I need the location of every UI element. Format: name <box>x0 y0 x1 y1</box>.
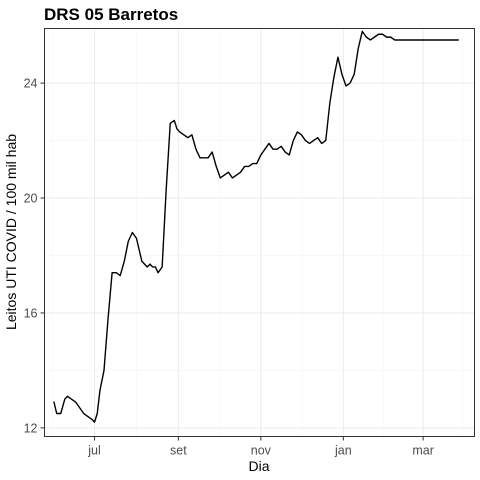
plot-panel <box>44 28 475 437</box>
chart-title: DRS 05 Barretos <box>44 5 178 24</box>
y-tick-label: 20 <box>24 192 38 206</box>
y-tick-label: 16 <box>24 306 38 320</box>
series-layer <box>53 30 459 423</box>
x-axis: jul set nov jan mar <box>87 436 434 458</box>
x-tick-label: jul <box>87 444 101 458</box>
x-tick-label: set <box>170 444 187 458</box>
y-tick-label: 12 <box>24 421 38 435</box>
y-tick-label: 24 <box>24 77 38 91</box>
y-axis: 12 16 20 24 <box>24 77 45 435</box>
series-line <box>53 30 459 423</box>
x-tick-label: jan <box>334 444 352 458</box>
x-tick-label: mar <box>412 444 434 458</box>
x-tick-label: nov <box>251 444 272 458</box>
y-axis-title: Leitos UTI COVID / 100 mil hab <box>3 134 19 330</box>
grid <box>44 28 475 437</box>
x-axis-title: Dia <box>248 458 269 474</box>
